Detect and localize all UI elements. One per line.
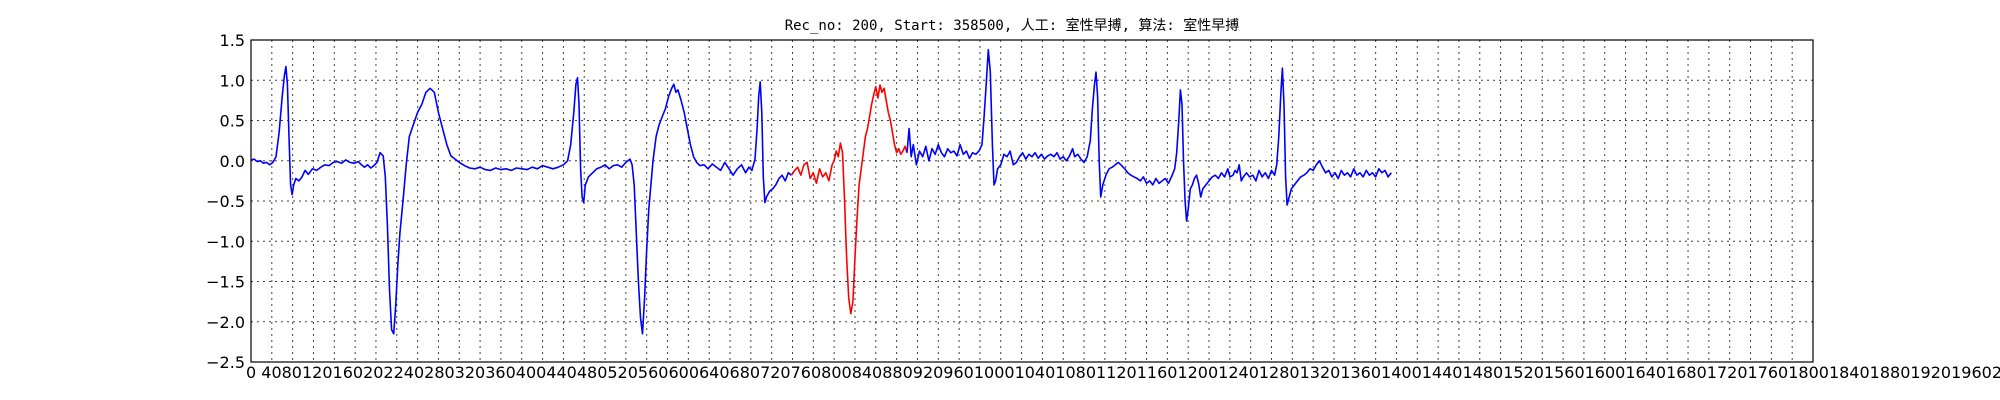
plot-frame (250, 39, 1814, 363)
y-tick-label: −2.0 (206, 313, 245, 332)
ecg-series-3 (906, 48, 1392, 222)
y-tick-label: −0.5 (206, 192, 245, 211)
y-tick-label: 1.0 (220, 71, 245, 90)
y-tick-labels: 1.5 1.0 0.5 0.0 −0.5 −1.0 −1.5 −2.0 −2.5 (206, 31, 245, 372)
y-tick-label: 0.5 (220, 112, 245, 131)
series-layer (250, 48, 1392, 335)
x-tick-labels: 0 40801201602022402803203604004404805205… (246, 363, 2000, 382)
y-tick-label: −2.5 (206, 353, 245, 372)
ecg-series-1 (250, 65, 792, 335)
y-tick-label: 1.5 (220, 31, 245, 50)
grid-layer (251, 40, 1813, 362)
y-tick-label: 0.0 (220, 152, 245, 171)
y-tick-label: −1.5 (206, 273, 245, 292)
y-tick-label: −1.0 (206, 232, 245, 251)
ecg-series-2 (790, 84, 908, 315)
chart-title: Rec_no: 200, Start: 358500, 人工: 室性早搏, 算法… (785, 17, 1240, 34)
